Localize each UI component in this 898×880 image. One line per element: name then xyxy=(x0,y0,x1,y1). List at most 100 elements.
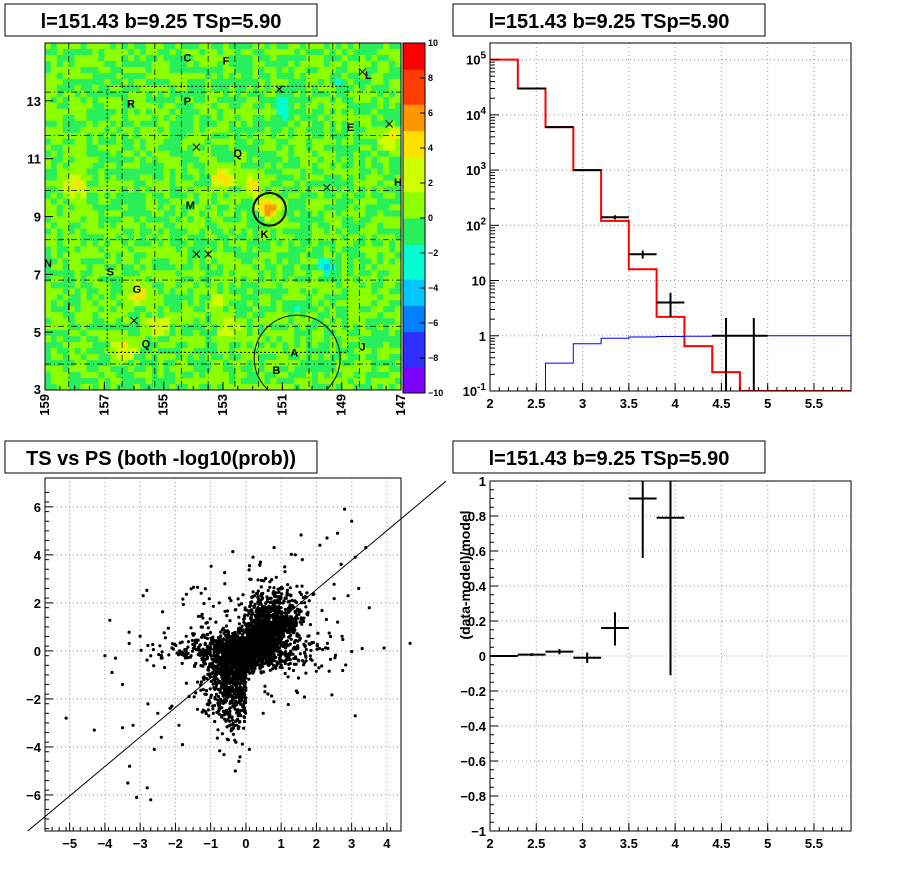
map-pixel xyxy=(98,240,104,246)
map-pixel xyxy=(128,270,134,276)
map-pixel xyxy=(146,73,152,79)
map-pixel xyxy=(199,97,205,103)
map-pixel xyxy=(116,342,122,348)
map-pixel xyxy=(217,330,223,336)
map-pixel xyxy=(247,121,253,127)
map-pixel xyxy=(51,169,57,175)
map-pixel xyxy=(247,109,253,115)
map-pixel xyxy=(265,169,271,175)
map-pixel xyxy=(134,67,140,73)
map-pixel xyxy=(365,55,371,61)
map-pixel xyxy=(69,211,75,217)
map-pixel xyxy=(140,109,146,115)
map-pixel xyxy=(235,258,241,264)
map-pixel xyxy=(229,228,235,234)
map-pixel xyxy=(45,145,51,151)
map-pixel xyxy=(211,282,217,288)
map-pixel xyxy=(336,115,342,121)
map-pixel xyxy=(270,79,276,85)
map-pixel xyxy=(199,222,205,228)
map-pixel xyxy=(359,300,365,306)
map-pixel xyxy=(158,300,164,306)
map-pixel xyxy=(63,211,69,217)
map-pixel xyxy=(193,55,199,61)
map-pixel xyxy=(122,49,128,55)
map-pixel xyxy=(288,288,294,294)
map-pixel xyxy=(223,372,229,378)
map-pixel xyxy=(176,294,182,300)
map-pixel xyxy=(75,187,81,193)
map-pixel xyxy=(318,139,324,145)
map-pixel xyxy=(276,73,282,79)
map-pixel xyxy=(181,312,187,318)
map-pixel xyxy=(170,115,176,121)
map-pixel xyxy=(158,187,164,193)
map-pixel xyxy=(270,217,276,223)
map-pixel xyxy=(241,85,247,91)
map-pixel xyxy=(211,193,217,199)
map-pixel xyxy=(253,49,259,55)
map-pixel xyxy=(312,133,318,139)
map-pixel xyxy=(87,360,93,366)
map-pixel xyxy=(63,318,69,324)
map-pixel xyxy=(371,97,377,103)
map-pixel xyxy=(259,61,265,67)
map-pixel xyxy=(365,282,371,288)
map-pixel xyxy=(217,288,223,294)
map-pixel xyxy=(241,282,247,288)
map-pixel xyxy=(110,157,116,163)
map-pixel xyxy=(75,49,81,55)
map-pixel xyxy=(140,193,146,199)
map-pixel xyxy=(241,252,247,258)
map-pixel xyxy=(98,330,104,336)
map-pixel xyxy=(241,193,247,199)
map-pixel xyxy=(51,61,57,67)
map-pixel xyxy=(318,97,324,103)
map-pixel xyxy=(336,276,342,282)
map-pixel xyxy=(383,181,389,187)
map-pixel xyxy=(116,151,122,157)
map-pixel xyxy=(164,73,170,79)
map-pixel xyxy=(348,211,354,217)
map-pixel xyxy=(81,103,87,109)
map-pixel xyxy=(158,270,164,276)
map-pixel xyxy=(348,222,354,228)
map-pixel xyxy=(75,264,81,270)
map-pixel xyxy=(235,211,241,217)
map-pixel xyxy=(235,372,241,378)
map-pixel xyxy=(318,163,324,169)
map-pixel xyxy=(146,79,152,85)
map-pixel xyxy=(354,222,360,228)
map-pixel xyxy=(134,264,140,270)
map-pixel xyxy=(265,127,271,133)
map-pixel xyxy=(51,378,57,384)
map-pixel xyxy=(110,378,116,384)
map-pixel xyxy=(211,175,217,181)
map-pixel xyxy=(241,121,247,127)
map-pixel xyxy=(383,49,389,55)
map-pixel xyxy=(336,217,342,223)
map-pixel xyxy=(241,79,247,85)
map-pixel xyxy=(377,288,383,294)
map-pixel xyxy=(45,306,51,312)
map-pixel xyxy=(176,97,182,103)
map-pixel xyxy=(318,294,324,300)
map-pixel xyxy=(318,121,324,127)
map-pixel xyxy=(229,360,235,366)
map-pixel xyxy=(371,163,377,169)
map-pixel xyxy=(170,175,176,181)
map-pixel xyxy=(229,384,235,390)
map-pixel xyxy=(377,199,383,205)
map-pixel xyxy=(98,300,104,306)
map-pixel xyxy=(276,288,282,294)
map-pixel xyxy=(265,366,271,372)
map-pixel xyxy=(294,205,300,211)
map-pixel xyxy=(241,372,247,378)
map-pixel xyxy=(229,318,235,324)
map-pixel xyxy=(128,175,134,181)
map-pixel xyxy=(265,318,271,324)
map-pixel xyxy=(318,85,324,91)
map-pixel xyxy=(253,378,259,384)
map-pixel xyxy=(312,306,318,312)
map-pixel xyxy=(57,169,63,175)
